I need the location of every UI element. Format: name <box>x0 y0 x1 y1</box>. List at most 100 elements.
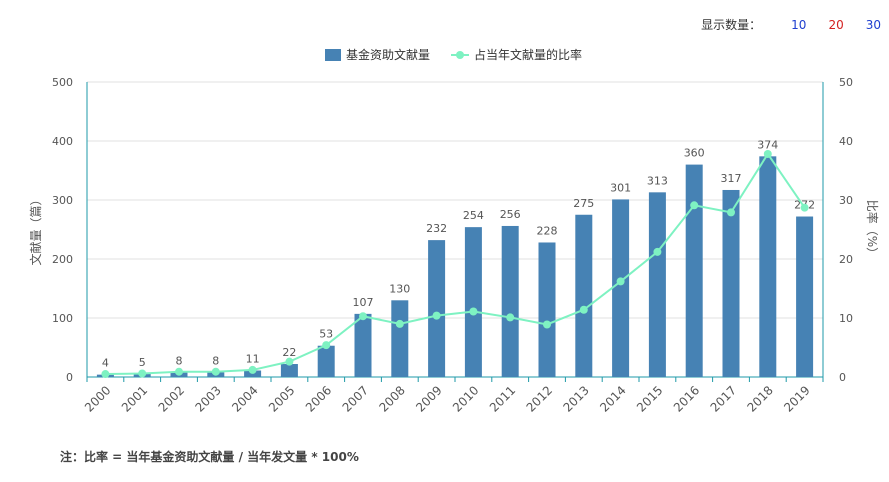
display-count-control: 显示数量： 10 20 30 <box>701 16 881 33</box>
bar-value-label: 4 <box>102 357 109 370</box>
bar-value-label: 275 <box>573 197 594 210</box>
display-count-option-20[interactable]: 20 <box>828 17 844 32</box>
display-count-option-30[interactable]: 30 <box>865 17 881 32</box>
x-tick-label: 2019 <box>781 383 812 414</box>
bar-value-label: 301 <box>610 181 631 194</box>
bar-value-label: 22 <box>282 346 296 359</box>
ratio-point <box>432 311 441 320</box>
bar-value-label: 5 <box>139 356 146 369</box>
left-tick-label: 0 <box>66 371 73 384</box>
ratio-point <box>543 320 551 329</box>
x-tick-label: 2010 <box>450 383 481 414</box>
right-tick-label: 50 <box>839 76 853 89</box>
bar <box>648 192 666 377</box>
ratio-point <box>727 208 735 217</box>
ratio-point <box>800 203 809 212</box>
bar <box>428 240 446 377</box>
ratio-point <box>653 247 662 256</box>
ratio-point <box>469 307 478 316</box>
bar-value-label: 228 <box>537 224 558 237</box>
bar <box>575 214 593 377</box>
ratio-point <box>763 149 772 158</box>
ratio-point <box>285 357 294 366</box>
bar-value-label: 313 <box>647 174 668 187</box>
x-tick-label: 2016 <box>671 383 702 414</box>
x-tick-label: 2000 <box>82 383 113 414</box>
ratio-point <box>211 367 220 376</box>
left-axis-title: 文献量（篇） <box>28 193 43 265</box>
left-tick-label: 300 <box>52 194 73 207</box>
ratio-point <box>101 370 110 379</box>
left-tick-label: 500 <box>52 76 73 89</box>
bar <box>796 216 814 377</box>
footnote: 注：比率 = 当年基金资助文献量 / 当年发文量 * 100% <box>60 450 359 464</box>
bar <box>612 199 630 377</box>
ratio-point <box>395 319 404 328</box>
bar-value-label: 232 <box>426 222 447 235</box>
ratio-point <box>690 201 699 210</box>
left-tick-label: 100 <box>52 312 73 325</box>
ratio-point <box>579 305 588 314</box>
x-tick-label: 2008 <box>376 383 407 414</box>
legend-label-bar: 基金资助文献量 <box>346 47 430 62</box>
bar <box>464 227 482 377</box>
x-tick-label: 2006 <box>303 383 334 414</box>
bar-value-label: 8 <box>176 354 183 367</box>
bar <box>501 225 519 377</box>
left-tick-label: 200 <box>52 253 73 266</box>
right-tick-label: 0 <box>839 371 846 384</box>
right-tick-label: 40 <box>839 135 853 148</box>
bar <box>317 345 335 377</box>
bar <box>538 242 556 377</box>
ratio-point <box>506 313 515 322</box>
bar-value-label: 107 <box>353 296 374 309</box>
ratio-point <box>359 312 367 321</box>
bar-value-label: 360 <box>684 147 705 160</box>
bar <box>391 300 409 377</box>
bar-value-label: 254 <box>463 209 484 222</box>
ratio-line <box>105 152 806 376</box>
legend-swatch-bar <box>325 49 341 61</box>
display-count-option-10[interactable]: 10 <box>791 17 807 32</box>
x-tick-label: 2002 <box>156 383 187 414</box>
ratio-point <box>322 341 331 350</box>
right-tick-label: 10 <box>839 312 853 325</box>
right-tick-label: 30 <box>839 194 853 207</box>
bar <box>280 364 298 377</box>
bar <box>759 156 777 377</box>
ratio-point <box>248 365 257 374</box>
x-tick-label: 2014 <box>597 383 628 414</box>
x-tick-label: 2015 <box>634 383 665 414</box>
x-tick-label: 2018 <box>744 383 775 414</box>
bar <box>354 313 372 377</box>
bar-value-label: 11 <box>246 353 260 366</box>
bar-value-label: 130 <box>389 282 410 295</box>
display-count-label: 显示数量： <box>701 18 762 32</box>
ratio-point <box>616 277 625 286</box>
right-axis-title: 比率（%） <box>865 200 880 259</box>
x-tick-label: 2007 <box>340 383 371 414</box>
bar-value-label: 53 <box>319 328 333 341</box>
bar <box>722 189 740 377</box>
ratio-point <box>138 369 147 378</box>
bar-value-label: 374 <box>757 138 778 151</box>
bar <box>685 164 703 377</box>
left-tick-label: 400 <box>52 135 73 148</box>
bar-value-label: 8 <box>212 354 219 367</box>
legend-label-line: 占当年文献量的比率 <box>474 47 582 62</box>
bar-value-label: 317 <box>721 172 742 185</box>
x-tick-label: 2013 <box>560 383 591 414</box>
x-tick-label: 2005 <box>266 383 297 414</box>
x-tick-label: 2017 <box>708 383 739 414</box>
x-tick-label: 2009 <box>413 383 444 414</box>
bar-value-label: 256 <box>500 208 521 221</box>
ratio-point <box>175 367 183 376</box>
x-tick-label: 2001 <box>119 383 150 414</box>
x-tick-label: 2004 <box>229 383 260 414</box>
legend-swatch-point <box>456 51 464 59</box>
x-tick-label: 2011 <box>487 383 518 414</box>
x-tick-label: 2003 <box>192 383 223 414</box>
x-tick-label: 2012 <box>524 383 555 414</box>
